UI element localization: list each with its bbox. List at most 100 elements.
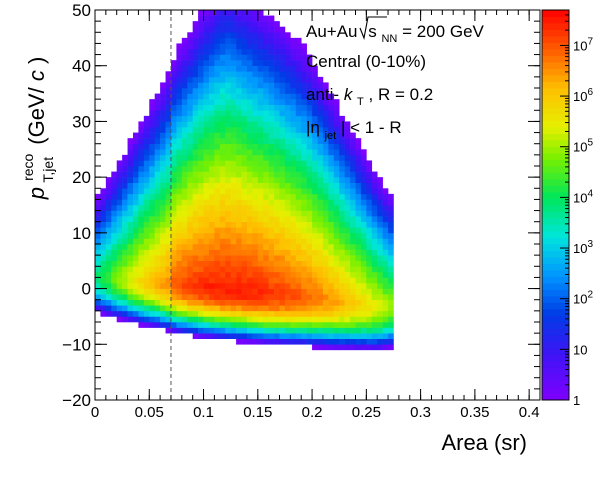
colorbar-segment	[542, 218, 569, 225]
heatmap-cell	[203, 21, 210, 28]
heatmap-cell	[241, 288, 248, 295]
heatmap-cell	[284, 188, 291, 195]
heatmap-cell	[225, 71, 231, 78]
heatmap-cell	[312, 227, 318, 234]
heatmap-cell	[263, 65, 269, 72]
heatmap-cell	[284, 149, 291, 156]
heatmap-cell	[127, 271, 134, 278]
heatmap-cell	[192, 71, 199, 78]
heatmap-cell	[257, 154, 264, 161]
heatmap-cell	[312, 310, 318, 317]
heatmap-cell	[284, 138, 291, 145]
heatmap-cell	[225, 299, 231, 306]
heatmap-cell	[208, 88, 215, 94]
heatmap-cell	[284, 238, 291, 245]
heatmap-cell	[252, 171, 259, 178]
heatmap-cell	[252, 199, 259, 206]
heatmap-cell	[241, 26, 248, 33]
heatmap-cell	[100, 238, 107, 245]
heatmap-cell	[328, 299, 335, 306]
heatmap-cell	[333, 154, 340, 161]
heatmap-cell	[192, 193, 199, 200]
heatmap-cell	[322, 249, 329, 256]
heatmap-cell	[388, 266, 394, 273]
heatmap-cell	[377, 294, 383, 301]
heatmap-cell	[192, 121, 199, 128]
heatmap-cell	[219, 188, 226, 195]
heatmap-cell	[290, 299, 297, 306]
heatmap-cell	[198, 121, 204, 128]
heatmap-cell	[371, 344, 378, 351]
heatmap-cell	[160, 294, 166, 301]
heatmap-cell	[284, 305, 291, 312]
colorbar-segment	[542, 315, 569, 323]
heatmap-cell	[279, 305, 286, 312]
heatmap-cell	[301, 110, 307, 117]
heatmap-cell	[246, 54, 253, 61]
heatmap-cell	[192, 305, 199, 312]
heatmap-cell	[377, 271, 383, 278]
heatmap-cell	[95, 244, 101, 250]
heatmap-cell	[295, 71, 302, 78]
heatmap-cell	[138, 299, 145, 306]
heatmap-cell	[339, 205, 345, 211]
colorbar-segment	[542, 309, 569, 316]
heatmap-cell	[274, 21, 280, 28]
heatmap-cell	[165, 199, 172, 206]
heatmap-cell	[208, 154, 215, 161]
colorbar-segment	[542, 36, 569, 43]
heatmap-cell	[219, 171, 226, 178]
heatmap-cell	[339, 199, 345, 206]
heatmap-cell	[170, 288, 177, 295]
heatmap-cell	[165, 299, 172, 306]
heatmap-cell	[263, 88, 269, 94]
heatmap-cell	[116, 188, 123, 195]
heatmap-cell	[355, 232, 362, 239]
heatmap-cell	[127, 277, 134, 284]
heatmap-cell	[252, 143, 259, 150]
heatmap-cell	[295, 205, 302, 211]
heatmap-cell	[138, 305, 145, 312]
heatmap-cell	[192, 294, 199, 301]
heatmap-cell	[192, 37, 199, 44]
heatmap-cell	[127, 316, 134, 323]
heatmap-cell	[360, 166, 367, 172]
heatmap-cell	[274, 26, 280, 33]
heatmap-cell	[241, 49, 248, 55]
heatmap-cell	[230, 305, 237, 312]
heatmap-cell	[350, 199, 356, 206]
heatmap-cell	[257, 54, 264, 61]
heatmap-cell	[344, 288, 351, 295]
heatmap-cell	[301, 283, 307, 289]
heatmap-cell	[344, 227, 351, 234]
heatmap-cell	[312, 210, 318, 217]
heatmap-cell	[122, 154, 128, 161]
heatmap-cell	[246, 310, 253, 317]
heatmap-cell	[170, 316, 177, 323]
heatmap-cell	[382, 288, 389, 295]
heatmap-cell	[143, 182, 150, 189]
x-tick-label: 0.1	[193, 404, 214, 421]
heatmap-cell	[192, 60, 199, 67]
heatmap-cell	[344, 277, 351, 284]
heatmap-cell	[241, 238, 248, 245]
heatmap-cell	[187, 177, 193, 184]
heatmap-cell	[105, 205, 112, 211]
heatmap-cell	[225, 193, 231, 200]
heatmap-cell	[290, 255, 297, 262]
heatmap-cell	[274, 138, 280, 145]
heatmap-cell	[181, 160, 188, 167]
heatmap-cell	[149, 255, 155, 262]
heatmap-cell	[328, 238, 335, 245]
heatmap-cell	[192, 160, 199, 167]
heatmap-cell	[371, 238, 378, 245]
heatmap-cell	[214, 37, 221, 44]
heatmap-cell	[219, 199, 226, 206]
heatmap-cell	[377, 344, 383, 351]
heatmap-cell	[219, 82, 226, 89]
colorbar-segment	[542, 133, 569, 141]
heatmap-cell	[111, 283, 118, 289]
heatmap-cell	[317, 271, 324, 278]
heatmap-cell	[333, 171, 340, 178]
heatmap-cell	[257, 71, 264, 78]
